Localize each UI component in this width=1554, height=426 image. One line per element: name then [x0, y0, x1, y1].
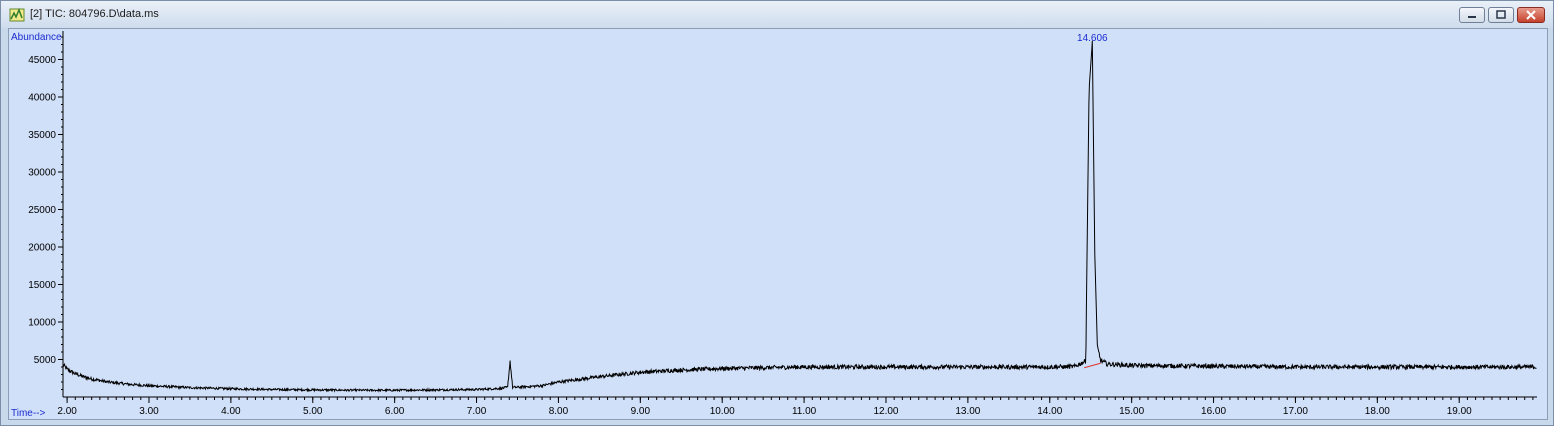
- y-tick-label: 20000: [28, 243, 56, 254]
- window-titlebar[interactable]: [2] TIC: 804796.D\data.ms: [1, 1, 1553, 28]
- maximize-icon: [1496, 10, 1506, 19]
- y-tick-label: 25000: [28, 205, 56, 216]
- window-title: [2] TIC: 804796.D\data.ms: [30, 8, 159, 20]
- close-button[interactable]: [1517, 7, 1545, 23]
- plot-frame[interactable]: 5000 10000 15000 20000 25000 30000 35000 40000 4…: [8, 28, 1548, 420]
- x-axis: 2.00 3.00 4.00 5.00 6.00 7.00 8.00 9.00 10.00 11.…: [57, 396, 1537, 417]
- x-tick-label: 2.00: [57, 406, 77, 417]
- x-tick-label: 8.00: [549, 406, 569, 417]
- x-tick-label: 11.00: [792, 406, 817, 417]
- x-tick-label: 3.00: [139, 406, 159, 417]
- x-tick-label: 18.00: [1365, 406, 1390, 417]
- chromatogram-app-icon: [9, 7, 25, 22]
- chromatogram-chart[interactable]: 5000 10000 15000 20000 25000 30000 35000 40000 4…: [9, 29, 1547, 419]
- x-tick-label: 4.00: [221, 406, 241, 417]
- y-tick-label: 5000: [34, 355, 57, 366]
- y-axis-title: Abundance: [11, 32, 62, 43]
- x-tick-label: 13.00: [955, 406, 980, 417]
- tic-trace-line: [62, 40, 1537, 393]
- x-tick-label: 14.00: [1037, 406, 1062, 417]
- minimize-button[interactable]: [1459, 7, 1485, 23]
- y-tick-label: 35000: [28, 130, 56, 141]
- y-tick-label: 45000: [28, 55, 56, 66]
- x-tick-label: 19.00: [1447, 406, 1472, 417]
- x-axis-title: Time-->: [11, 408, 46, 419]
- peak-label: 14.606: [1077, 33, 1108, 44]
- minimize-icon: [1468, 16, 1476, 18]
- x-tick-label: 6.00: [385, 406, 405, 417]
- x-tick-label: 15.00: [1119, 406, 1144, 417]
- y-axis: 5000 10000 15000 20000 25000 30000 35000 40000 4…: [28, 31, 64, 397]
- peak-baseline-marker: [1084, 362, 1101, 369]
- x-tick-label: 10.00: [710, 406, 735, 417]
- x-tick-label: 9.00: [631, 406, 651, 417]
- x-tick-label: 17.00: [1283, 406, 1308, 417]
- y-tick-label: 30000: [28, 168, 56, 179]
- x-tick-label: 16.00: [1201, 406, 1226, 417]
- y-tick-label: 15000: [28, 280, 56, 291]
- y-tick-label: 40000: [28, 93, 56, 104]
- x-tick-label: 7.00: [467, 406, 487, 417]
- y-tick-label: 10000: [28, 318, 56, 329]
- maximize-button[interactable]: [1488, 7, 1514, 23]
- close-icon: [1526, 10, 1536, 20]
- x-tick-label: 5.00: [303, 406, 323, 417]
- x-tick-label: 12.00: [873, 406, 898, 417]
